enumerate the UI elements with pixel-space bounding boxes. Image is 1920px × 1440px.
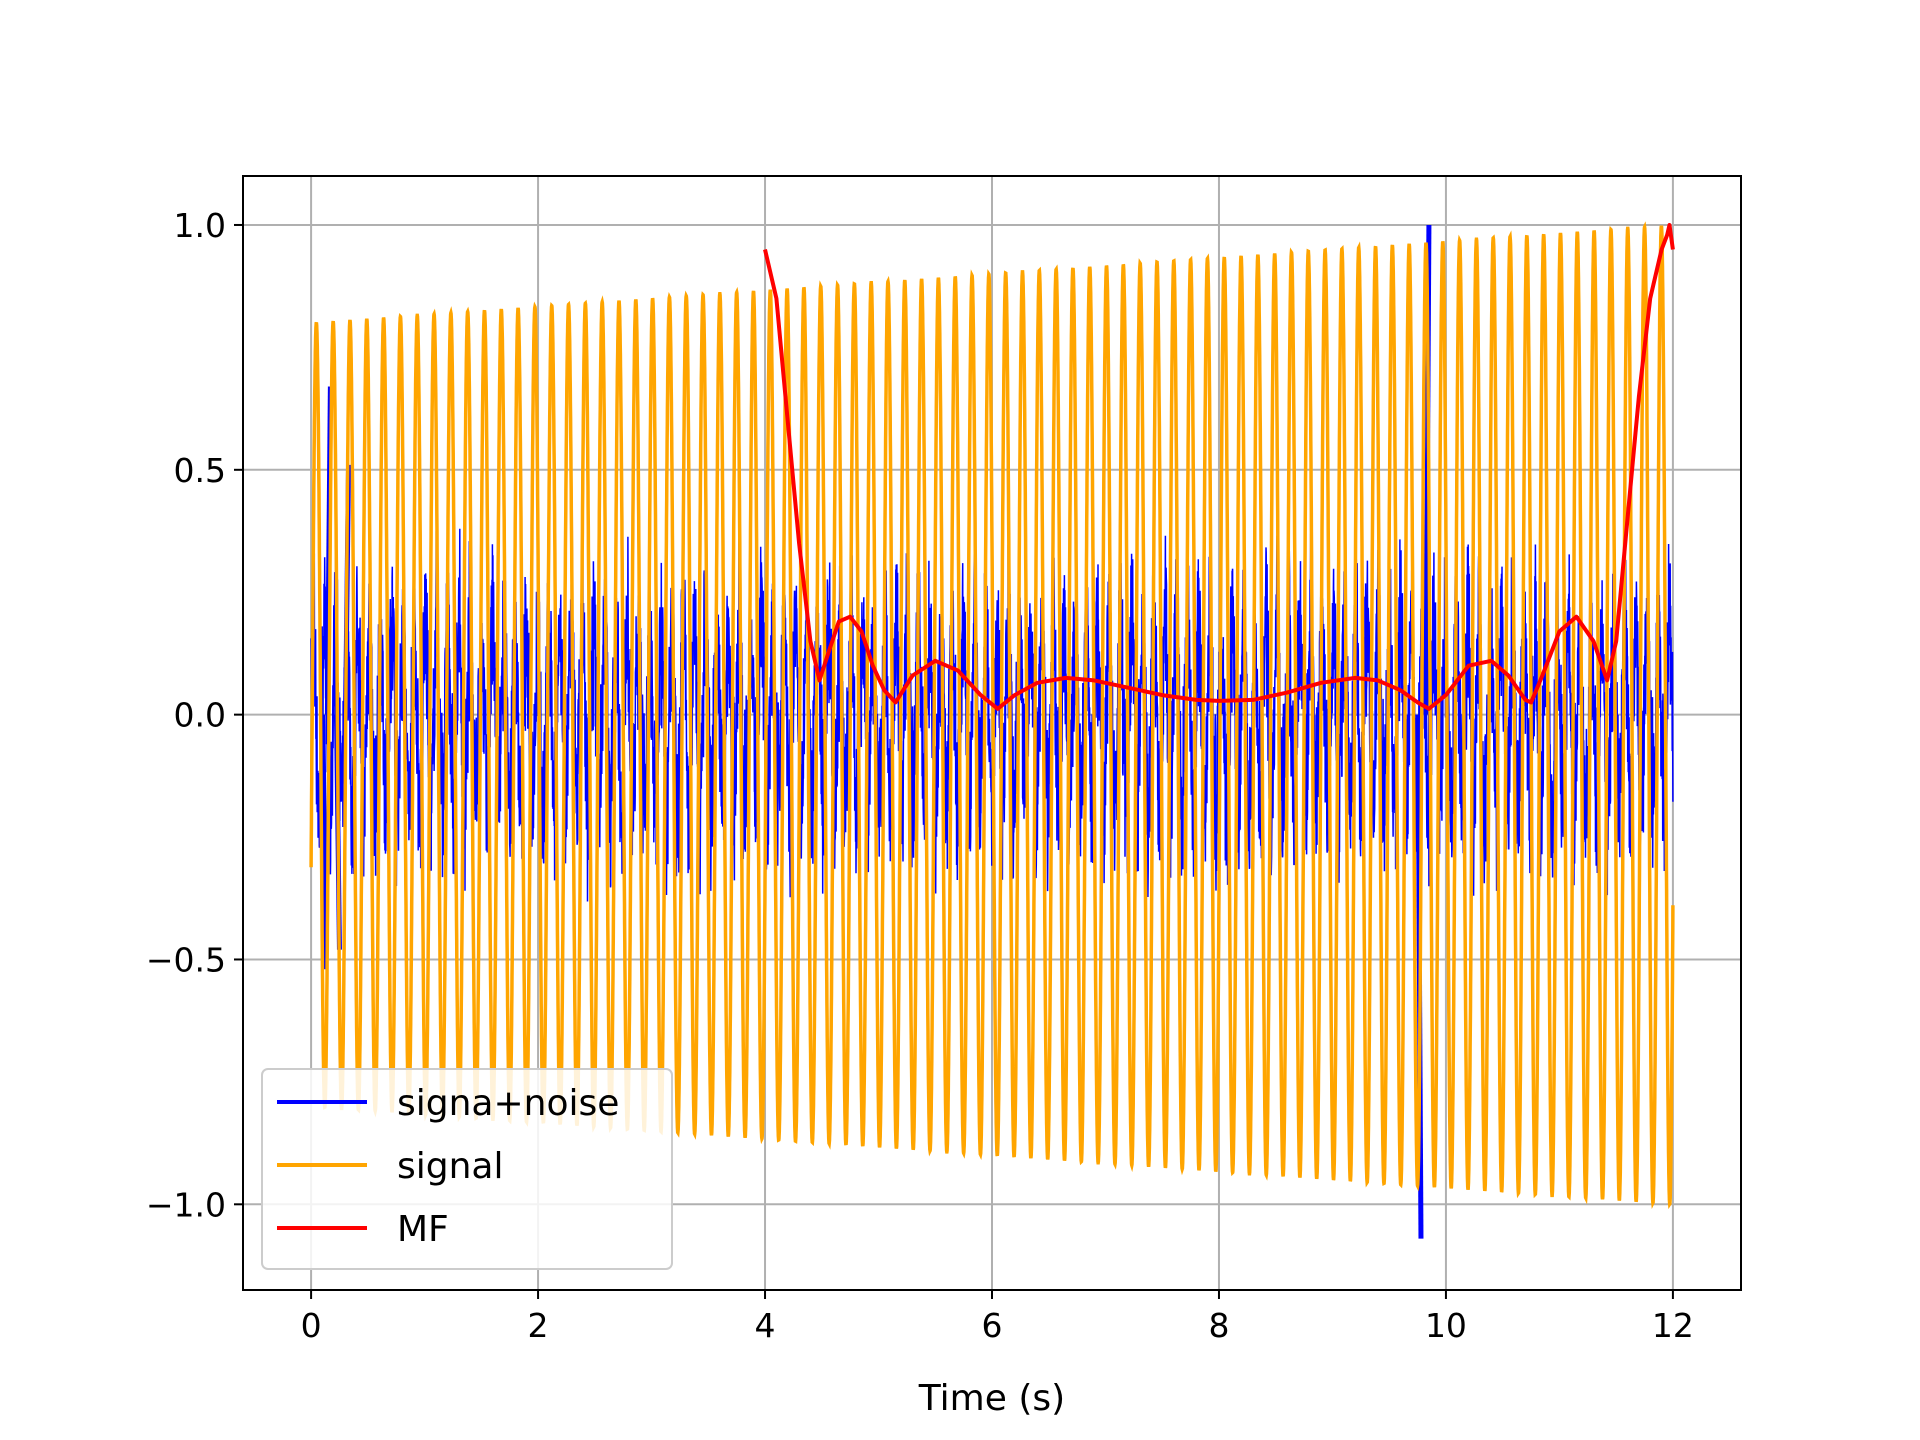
y-tick-label: 0.5: [174, 451, 226, 490]
legend-box: [261, 1068, 673, 1270]
x-tick-label: 4: [755, 1306, 776, 1345]
ticks: 0 2 4 6 8 10 12 −1.0 −0.5 0.0 0.5 1.0: [146, 206, 1694, 1345]
series-signa-noise-spike: [320, 714, 329, 970]
y-tick-label: 0.0: [174, 696, 226, 735]
legend-label: signa+noise: [397, 1083, 619, 1124]
x-tick-label: 8: [1208, 1306, 1229, 1345]
x-axis-label: Time (s): [918, 1378, 1065, 1419]
series-signal-line: [309, 221, 1675, 1210]
x-tick-label: 6: [982, 1306, 1003, 1345]
legend-label: signal: [397, 1146, 504, 1187]
x-tick-label: 2: [528, 1306, 549, 1345]
y-tick-label: 1.0: [174, 206, 226, 245]
x-tick-label: 0: [301, 1306, 322, 1345]
series-mf-line: [763, 223, 1675, 711]
legend: signa+noise signal MF: [261, 1068, 673, 1270]
y-tick-label: −0.5: [146, 940, 226, 979]
legend-label: MF: [397, 1209, 449, 1250]
x-tick-label: 12: [1652, 1306, 1694, 1345]
y-tick-label: −1.0: [146, 1185, 226, 1224]
plot-data: [309, 221, 1675, 1239]
x-tick-label: 10: [1425, 1306, 1467, 1345]
